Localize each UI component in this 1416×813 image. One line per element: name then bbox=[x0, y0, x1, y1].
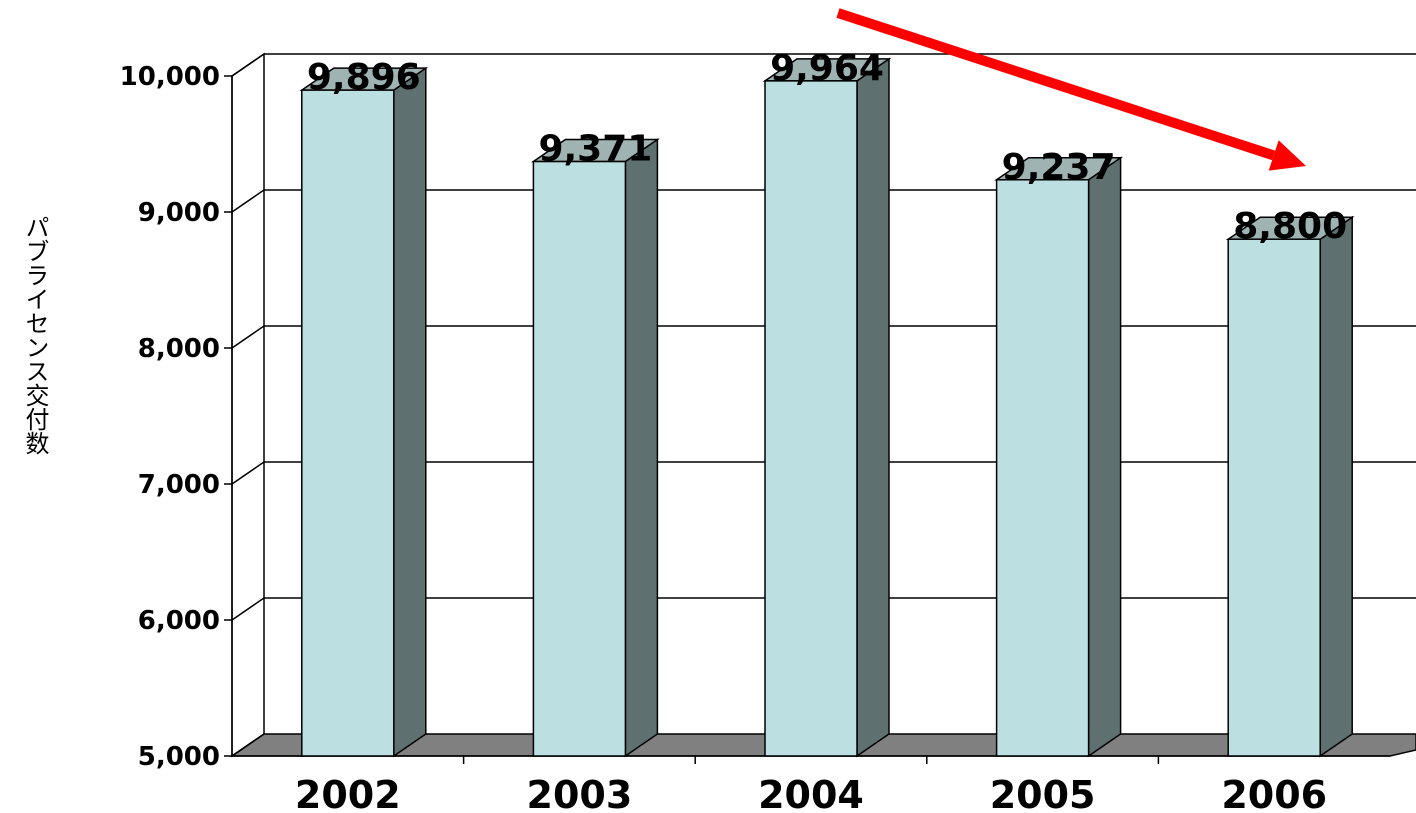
y-tick-label: 9,000 bbox=[138, 198, 220, 228]
bar-side bbox=[1319, 215, 1353, 758]
bar-side bbox=[624, 138, 659, 758]
trend-arrow-head bbox=[1268, 140, 1306, 171]
x-tick-label: 2004 bbox=[758, 773, 864, 813]
bar bbox=[1227, 238, 1321, 757]
y-tick-labels: 5,000 6,000 7,000 8,000 9,000 10,000 bbox=[120, 62, 220, 772]
x-tick-label: 2005 bbox=[990, 773, 1096, 813]
x-tick-label: 2006 bbox=[1221, 773, 1327, 813]
data-label: 9,964 bbox=[770, 48, 884, 89]
wall-gridline bbox=[231, 597, 265, 621]
y-tick-label: 5,000 bbox=[138, 742, 220, 772]
data-label: 9,896 bbox=[307, 57, 421, 98]
data-label: 9,371 bbox=[538, 129, 652, 170]
bar bbox=[532, 160, 627, 757]
y-tick-label: 8,000 bbox=[138, 334, 220, 364]
bar bbox=[995, 179, 1090, 757]
bar-side bbox=[393, 66, 427, 758]
y-tick-label: 10,000 bbox=[120, 62, 220, 92]
data-label: 9,237 bbox=[1002, 147, 1116, 188]
side-wall bbox=[231, 52, 265, 758]
wall-gridline bbox=[231, 189, 265, 213]
x-tick-labels: 2002 2003 2004 2005 2006 bbox=[295, 773, 1327, 813]
x-tick-label: 2002 bbox=[295, 773, 401, 813]
y-tick-label: 6,000 bbox=[138, 606, 220, 636]
y-axis-label: パブライセンス交付数 bbox=[21, 215, 49, 455]
bar-side bbox=[1087, 156, 1122, 758]
bar-side bbox=[856, 57, 890, 758]
data-label: 8,800 bbox=[1233, 206, 1347, 247]
wall-gridline bbox=[231, 325, 265, 349]
trend-arrow bbox=[836, 8, 1306, 171]
wall-gridline bbox=[231, 461, 265, 485]
bar bbox=[764, 80, 858, 757]
data-labels: 9,896 9,371 9,964 9,237 8,800 bbox=[307, 48, 1347, 247]
trend-arrow-shaft bbox=[836, 8, 1276, 161]
y-tick-label: 7,000 bbox=[138, 470, 220, 500]
bar bbox=[301, 89, 395, 757]
x-tick-label: 2003 bbox=[527, 773, 633, 813]
chart-bars bbox=[299, 57, 1355, 758]
